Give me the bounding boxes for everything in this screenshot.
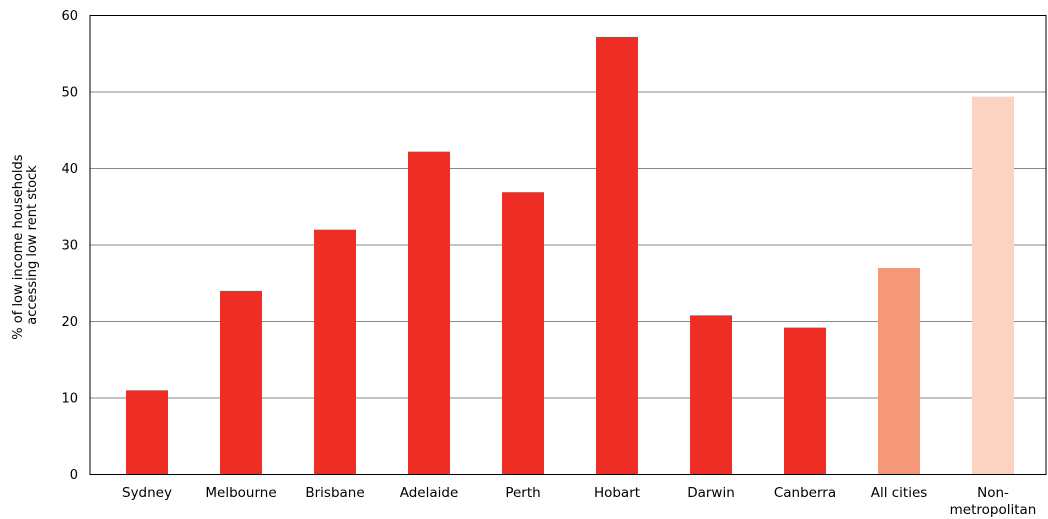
x-category-label: All cities: [871, 485, 928, 501]
y-axis-title-line-2: accessing low rent stock: [25, 165, 40, 325]
y-tick-label: 30: [61, 239, 78, 254]
x-category-label: Melbourne: [205, 485, 276, 501]
y-tick-label: 40: [61, 162, 78, 177]
x-category-label-line: Brisbane: [305, 485, 364, 501]
bar-melbourne: [220, 290, 262, 475]
x-category-label-line: metropolitan: [950, 502, 1037, 518]
x-category-label: Hobart: [594, 485, 640, 501]
plot-frame: [89, 15, 1047, 475]
bar-perth: [502, 192, 544, 475]
x-category-label-line: Hobart: [594, 485, 640, 501]
y-axis-title-line-1: % of low income households: [11, 154, 26, 339]
bar-adelaide: [408, 151, 450, 475]
y-axis-title: % of low income households accessing low…: [11, 150, 40, 339]
x-category-label-line: Non-: [977, 485, 1009, 501]
bar-brisbane: [314, 229, 356, 475]
y-tick-label: 0: [70, 468, 78, 483]
bar-sydney: [126, 390, 168, 475]
y-tick-label: 10: [61, 392, 78, 407]
bars: [126, 36, 1014, 475]
x-category-label: Non-metropolitan: [950, 485, 1037, 518]
bar-non-metropolitan: [972, 96, 1014, 475]
x-category-label: Canberra: [774, 485, 836, 501]
x-category-label-line: Sydney: [122, 485, 172, 501]
x-category-label: Sydney: [122, 485, 172, 501]
y-tick-label: 60: [61, 9, 78, 24]
bar-darwin: [690, 315, 732, 475]
x-category-label-line: Perth: [505, 485, 540, 501]
x-category-label-line: Adelaide: [400, 485, 459, 501]
y-tick-labels: 0 10 20 30 40 50 60: [61, 9, 78, 483]
bar-all-cities: [878, 267, 920, 475]
x-category-label: Perth: [505, 485, 540, 501]
bar-hobart: [596, 36, 638, 475]
x-category-label-line: Darwin: [687, 485, 735, 501]
x-category-label-line: Melbourne: [205, 485, 276, 501]
bar-canberra: [784, 327, 826, 475]
x-category-label-line: All cities: [871, 485, 928, 501]
x-category-label: Adelaide: [400, 485, 459, 501]
x-category-labels: Sydney Melbourne Brisbane Adelaide Perth Hoba…: [122, 485, 1036, 518]
y-tick-label: 20: [61, 315, 78, 330]
y-tick-label: 50: [61, 86, 78, 101]
x-category-label: Brisbane: [305, 485, 364, 501]
x-category-label-line: Canberra: [774, 485, 836, 501]
x-category-label: Darwin: [687, 485, 735, 501]
